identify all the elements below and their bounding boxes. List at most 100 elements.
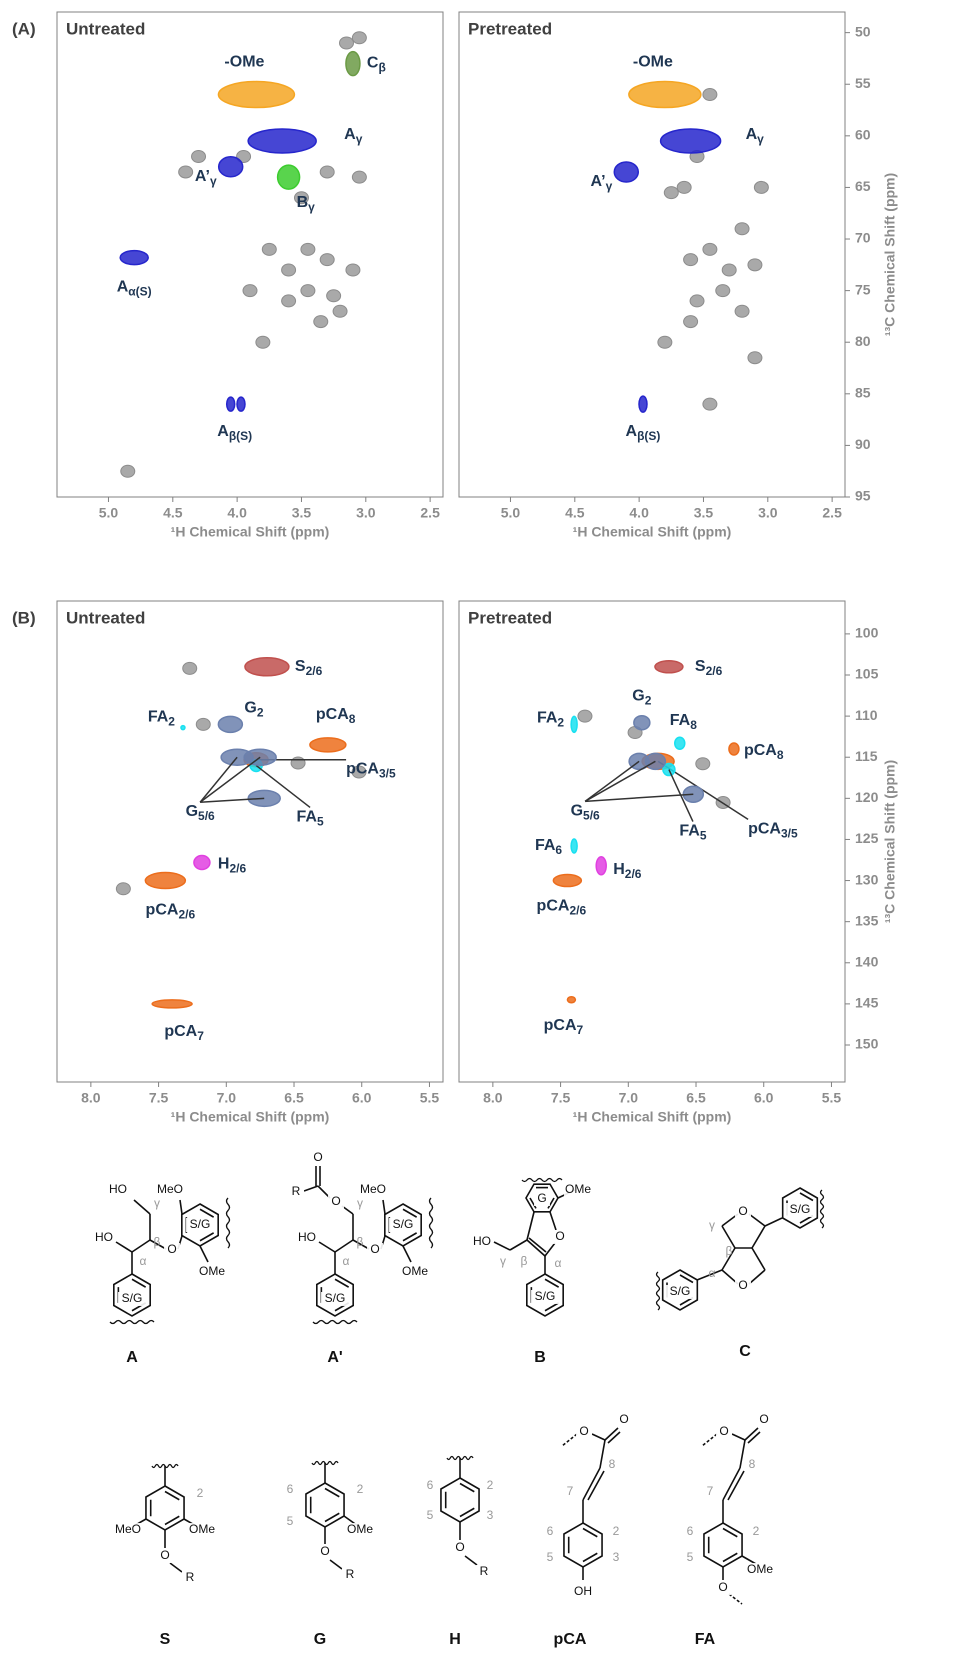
peak-name: FA <box>535 837 556 854</box>
peak-name: S <box>695 658 706 675</box>
peak-subscript: 2 <box>645 694 652 708</box>
peak-label: FA5 <box>679 823 706 843</box>
atom-label: 2 <box>357 1482 364 1496</box>
atom-label: O <box>555 1229 564 1243</box>
background-peak <box>351 31 367 45</box>
atom-label: 2 <box>487 1478 494 1492</box>
structure-label: S <box>160 1631 171 1648</box>
atom-backdrop <box>367 1243 383 1257</box>
panel-title: Untreated <box>66 19 145 38</box>
background-peak <box>281 294 297 308</box>
wavy-bond <box>521 1177 563 1183</box>
peak-name: S <box>295 658 306 675</box>
peak-label: FA6 <box>535 837 562 857</box>
ring <box>316 1273 354 1317</box>
background-peak <box>351 170 367 184</box>
ring <box>305 1482 345 1528</box>
peak <box>613 161 640 183</box>
y-axis-label: ¹³C Chemical Shift (ppm) <box>882 760 898 923</box>
background-peak <box>195 717 211 731</box>
peak-label: pCA8 <box>744 742 784 762</box>
atom-label: OMe <box>565 1182 591 1196</box>
atom-backdrop <box>476 1565 492 1579</box>
peak-name: A <box>626 423 638 440</box>
bond <box>199 1245 209 1263</box>
x-tick-label: 7.0 <box>619 1090 639 1106</box>
peak-name: A <box>344 126 356 143</box>
wavy-bond <box>225 1197 231 1249</box>
atom-label: O <box>718 1580 727 1594</box>
y-tick-label: 125 <box>855 830 879 846</box>
background-peak <box>695 757 711 771</box>
bond <box>751 1225 766 1249</box>
peak-label: Aβ(S) <box>217 423 252 443</box>
peak-name: FA <box>537 710 558 727</box>
ring <box>781 1187 819 1229</box>
background-peak <box>676 180 692 194</box>
peak-subscript: 5/6 <box>198 809 215 823</box>
plot-frame <box>56 11 444 498</box>
atom-label: 5 <box>547 1550 554 1564</box>
peak <box>217 715 244 734</box>
y-tick-label: 140 <box>855 953 879 969</box>
ring <box>145 1485 185 1531</box>
panel-title: Pretreated <box>468 19 552 38</box>
atom-label: HO <box>298 1230 316 1244</box>
bond <box>528 1237 547 1253</box>
y-tick-label: 50 <box>855 23 871 39</box>
peak <box>552 873 583 888</box>
peak-label: G2 <box>632 688 651 708</box>
peak-label: G2 <box>244 700 263 720</box>
peak-subscript: 2/6 <box>706 664 723 678</box>
atom-backdrop <box>576 1425 592 1439</box>
y-tick-label: 75 <box>855 281 871 297</box>
wavy-bond <box>428 1197 434 1249</box>
peak-subscript: 8 <box>690 718 697 732</box>
structure-label: B <box>534 1349 546 1366</box>
bond <box>329 1559 343 1570</box>
x-tick-label: 3.0 <box>758 505 778 521</box>
atom-backdrop <box>186 1218 214 1232</box>
peak-name: pCA <box>316 706 349 723</box>
atom-backdrop <box>756 1413 772 1427</box>
bond <box>582 1467 601 1501</box>
bond <box>199 1208 215 1218</box>
atom-backdrop <box>118 1292 146 1306</box>
bond <box>679 1274 694 1284</box>
atom-backdrop <box>534 1192 550 1206</box>
atom-label: S/G <box>325 1291 346 1305</box>
atom-label: α <box>343 1254 350 1268</box>
peak-name: A’ <box>590 173 605 190</box>
peak-label: G5/6 <box>571 803 600 823</box>
background-peak <box>319 253 335 267</box>
x-tick-label: 4.0 <box>227 505 247 521</box>
atom-backdrop <box>474 1235 490 1249</box>
peak-subscript: γ <box>757 132 764 146</box>
atom-backdrop <box>715 1581 731 1595</box>
atom-backdrop <box>452 1541 468 1555</box>
peak <box>654 660 684 674</box>
bond <box>169 1562 183 1573</box>
atom-backdrop <box>156 1183 184 1197</box>
atom-backdrop <box>342 1568 358 1582</box>
background-peak <box>721 263 737 277</box>
bond <box>722 1552 738 1563</box>
atom-label: HO <box>95 1230 113 1244</box>
peak-label: A’γ <box>195 168 217 188</box>
peak-label: Bγ <box>297 194 316 214</box>
wavy-bond <box>655 1271 661 1311</box>
atom-backdrop <box>310 1151 326 1165</box>
bond <box>701 1433 718 1447</box>
bond <box>382 1199 386 1215</box>
atom-label: OMe <box>747 1562 773 1576</box>
atom-label: 5 <box>687 1550 694 1564</box>
peak-subscript: α(S) <box>128 285 151 299</box>
peak-subscript: 3/5 <box>781 827 798 841</box>
plot-frame <box>458 600 846 1083</box>
bond <box>744 1427 759 1441</box>
x-tick-label: 6.5 <box>284 1090 304 1106</box>
atom-backdrop <box>389 1218 417 1232</box>
bond <box>799 1192 814 1202</box>
peak-subscript: β <box>378 61 385 75</box>
atom-label: 6 <box>547 1524 554 1538</box>
